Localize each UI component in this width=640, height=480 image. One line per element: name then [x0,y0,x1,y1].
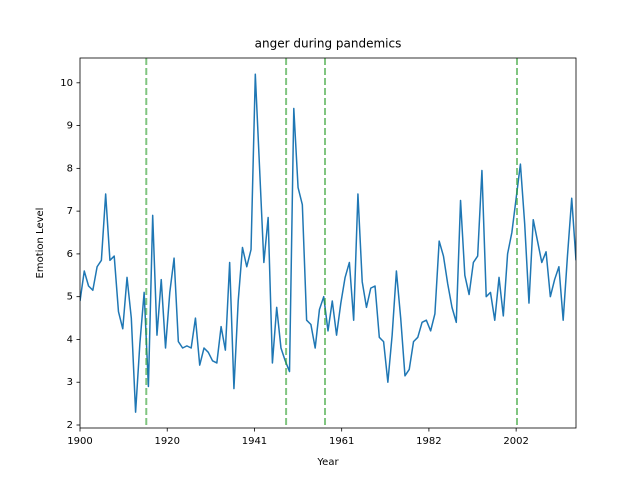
y-tick-label: 6 [67,249,73,260]
chart-title: anger during pandemics [255,37,402,51]
x-tick-label: 1941 [242,436,267,447]
x-tick-label: 1961 [329,436,354,447]
x-tick-label: 2002 [503,436,528,447]
x-tick-label: 1982 [416,436,441,447]
x-axis-label: Year [316,457,339,468]
y-tick-label: 5 [67,292,73,303]
y-tick-label: 4 [67,334,73,345]
plot-frame [79,57,577,429]
y-tick-label: 10 [60,78,73,89]
x-tick-label: 1900 [67,436,92,447]
y-tick-label: 9 [67,121,73,132]
y-axis-label: Emotion Level [35,208,46,279]
y-tick-label: 2 [67,420,73,431]
y-tick-label: 3 [67,377,73,388]
y-tick-label: 8 [67,163,73,174]
x-tick-label: 1920 [155,436,180,447]
y-tick-label: 7 [67,206,73,217]
data-line [80,73,576,413]
